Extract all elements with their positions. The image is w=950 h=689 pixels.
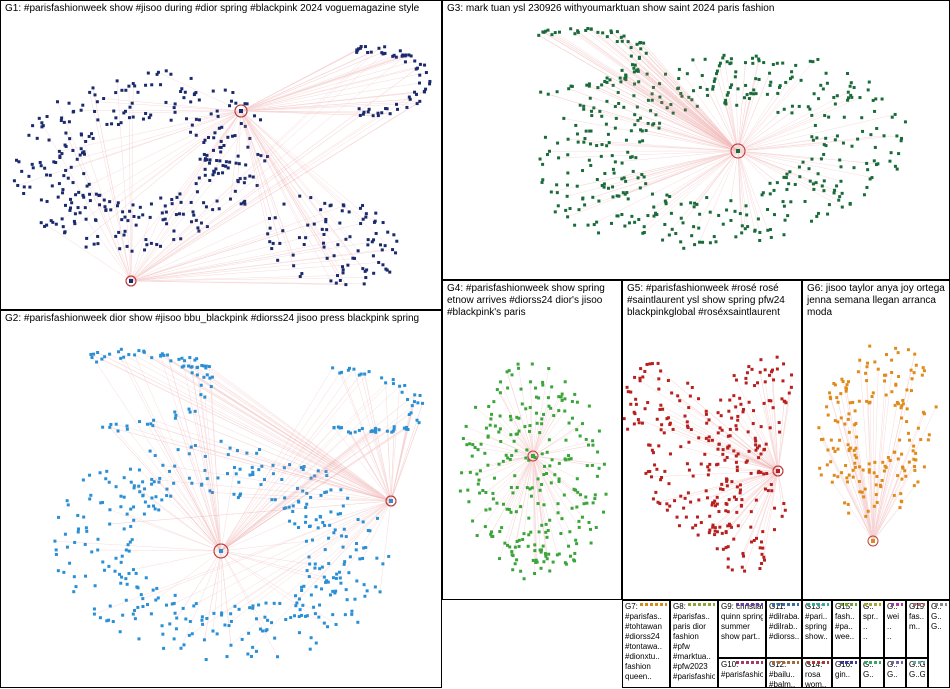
small-panel-line: summer xyxy=(721,622,763,632)
small-panel-line: .. xyxy=(887,622,903,632)
small-panel-line: show.. xyxy=(805,632,829,642)
small-panel-line: #pfw2023 xyxy=(673,662,715,672)
small-panel-line: .. xyxy=(863,632,881,642)
small-panel-line: #pa.. xyxy=(835,622,857,632)
panel-title: G1: #parisfashionweek show #jisoo during… xyxy=(1,1,441,17)
small-panel-line: G..G.. xyxy=(909,670,925,680)
network-cluster xyxy=(623,281,803,601)
small-group-panel: G14:rosawom.. xyxy=(802,658,832,688)
small-panel-line: #marktua.. xyxy=(673,652,715,662)
group-panel-g3: G3: mark tuan ysl 230926 withyoumarktuan… xyxy=(442,0,950,280)
panel-title: G6: jisoo taylor anya joy ortega jenna s… xyxy=(803,281,949,321)
small-panel-line: wei xyxy=(887,612,903,622)
network-cluster xyxy=(443,281,623,601)
small-group-panel: G12:#bailu..#balm.. xyxy=(766,658,802,688)
small-panel-line: #bailu.. xyxy=(769,670,799,680)
group-panel-g6: G6: jisoo taylor anya joy ortega jenna s… xyxy=(802,280,950,600)
small-panel-line: fashion xyxy=(625,662,667,672)
small-panel-line: #tontawa.. xyxy=(625,642,667,652)
small-panel-line: #dilrab.. xyxy=(769,622,799,632)
small-panel-line: #pfw xyxy=(673,642,715,652)
small-panel-line: #diorss24 xyxy=(625,632,667,642)
small-panel-line: gin.. xyxy=(835,670,857,680)
small-group-panel: G16:gin.. xyxy=(832,658,860,688)
small-group-panel: G..G..G.. xyxy=(928,600,950,688)
small-group-panel: G19:fas..m.. xyxy=(906,600,928,658)
small-panel-line: #pari.. xyxy=(805,612,829,622)
small-panel-line: spr.. xyxy=(863,612,881,622)
group-panel-g5: G5: #parisfashionweek #rosé rosé #saintl… xyxy=(622,280,802,600)
panel-title: G4: #parisfashionweek show spring etnow … xyxy=(443,281,621,321)
small-panel-line: .. xyxy=(863,622,881,632)
panel-title: G2: #parisfashionweek dior show #jisoo b… xyxy=(1,311,441,327)
small-panel-line: #dionxtu.. xyxy=(625,652,667,662)
small-panel-line: #dilraba.. xyxy=(769,612,799,622)
small-panel-line: G.. xyxy=(887,670,903,680)
small-panel-line: #tohtawan xyxy=(625,622,667,632)
small-group-panel: G11:#dilraba..#dilrab..#diorss.. xyxy=(766,600,802,658)
small-panel-line: quinn spring xyxy=(721,612,763,622)
small-panel-line: #parisfas.. xyxy=(625,612,667,622)
network-cluster xyxy=(1,311,443,689)
panel-title: G3: mark tuan ysl 230926 withyoumarktuan… xyxy=(443,1,949,17)
group-panel-g4: G4: #parisfashionweek show spring etnow … xyxy=(442,280,622,600)
small-panel-line: fashion xyxy=(673,632,715,642)
small-group-panel: G..spr...... xyxy=(860,600,884,658)
small-panel-line: queen.. xyxy=(625,672,667,682)
small-group-panel: G7:#parisfas..#tohtawan#diorss24#tontawa… xyxy=(622,600,670,688)
small-panel-line: show part.. xyxy=(721,632,763,642)
small-panel-line: spring xyxy=(805,622,829,632)
small-group-panel: G13:#pari..springshow.. xyxy=(802,600,832,658)
network-cluster xyxy=(1,1,443,311)
small-panel-line: #parisfas.. xyxy=(673,612,715,622)
small-panel-line: #balm.. xyxy=(769,680,799,688)
small-panel-line: G.. xyxy=(931,622,947,632)
small-panel-line: #parisfashio.. xyxy=(673,672,715,682)
small-panel-line: G.. xyxy=(863,670,881,680)
small-panel-line: #diorss.. xyxy=(769,632,799,642)
panel-title: G5: #parisfashionweek #rosé rosé #saintl… xyxy=(623,281,801,321)
small-group-panel: G..wei.... xyxy=(884,600,906,658)
small-panel-line: wee.. xyxy=(835,632,857,642)
small-group-panel: G..G.. xyxy=(884,658,906,688)
group-panel-g2: G2: #parisfashionweek dior show #jisoo b… xyxy=(0,310,442,688)
small-panel-line: #parisfashio.. xyxy=(721,670,763,680)
small-group-panel: G..G..G..G.. xyxy=(906,658,928,688)
small-group-panel: G15:fash..#pa..wee.. xyxy=(832,600,860,658)
small-panel-line: rosa xyxy=(805,670,829,680)
small-group-panel: G9: christianquinn springsummershow part… xyxy=(718,600,766,658)
small-group-panel: G..G.. xyxy=(860,658,884,688)
small-panel-line: G.. xyxy=(931,612,947,622)
network-cluster xyxy=(803,281,950,601)
small-panel-line: paris dior xyxy=(673,622,715,632)
group-panel-g1: G1: #parisfashionweek show #jisoo during… xyxy=(0,0,442,310)
network-cluster xyxy=(443,1,950,281)
small-group-panel: G8:#parisfas..paris diorfashion#pfw#mark… xyxy=(670,600,718,688)
small-panel-line: fash.. xyxy=(835,612,857,622)
small-panel-line: .. xyxy=(887,632,903,642)
small-panel-line: m.. xyxy=(909,622,925,632)
small-panel-line: fas.. xyxy=(909,612,925,622)
small-panel-line: wom.. xyxy=(805,680,829,688)
small-group-panel: G10:#parisfashio.. xyxy=(718,658,766,688)
